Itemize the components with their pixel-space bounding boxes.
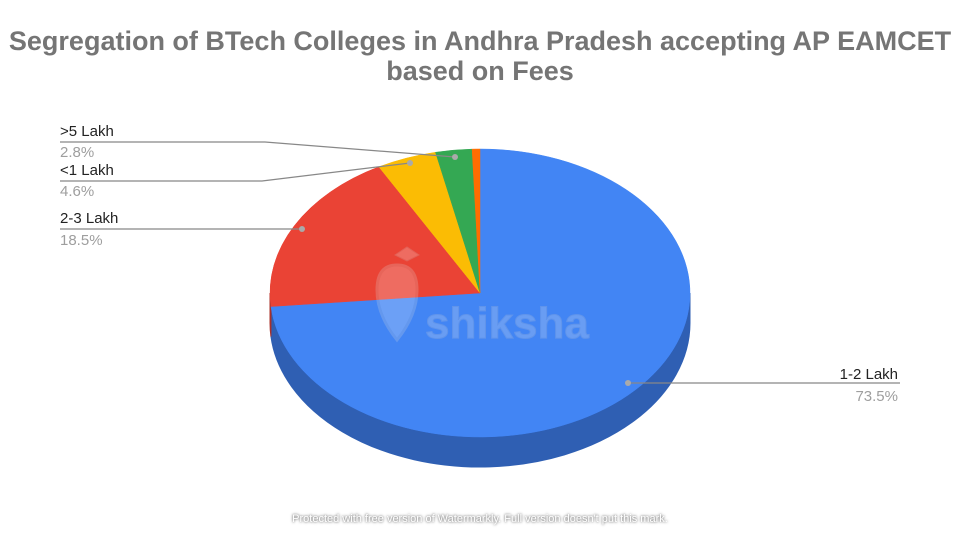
leader-line-lt1 bbox=[60, 162, 411, 182]
slice-1-2-lakh[interactable] bbox=[270, 148, 691, 438]
label-lt1: <1 Lakh bbox=[60, 162, 114, 179]
value-1-2: 73.5% bbox=[855, 388, 898, 405]
footer-watermark: Protected with free version of Watermark… bbox=[292, 513, 668, 525]
value-2-3: 18.5% bbox=[60, 232, 103, 249]
label-2-3: 2-3 Lakh bbox=[60, 210, 118, 227]
slice-unlabeled-4[interactable] bbox=[471, 148, 481, 294]
chart-title: Segregation of BTech Colleges in Andhra … bbox=[8, 26, 952, 86]
leader-line-gt5 bbox=[60, 141, 456, 158]
value-gt5: 2.8% bbox=[60, 144, 94, 161]
slice-2-3-lakh[interactable] bbox=[269, 166, 481, 307]
value-lt1: 4.6% bbox=[60, 183, 94, 200]
shiksha-watermark-logo: shiksha bbox=[375, 246, 590, 349]
svg-text:shiksha: shiksha bbox=[425, 299, 589, 348]
label-gt5: >5 Lakh bbox=[60, 123, 114, 140]
label-1-2: 1-2 Lakh bbox=[840, 366, 898, 383]
